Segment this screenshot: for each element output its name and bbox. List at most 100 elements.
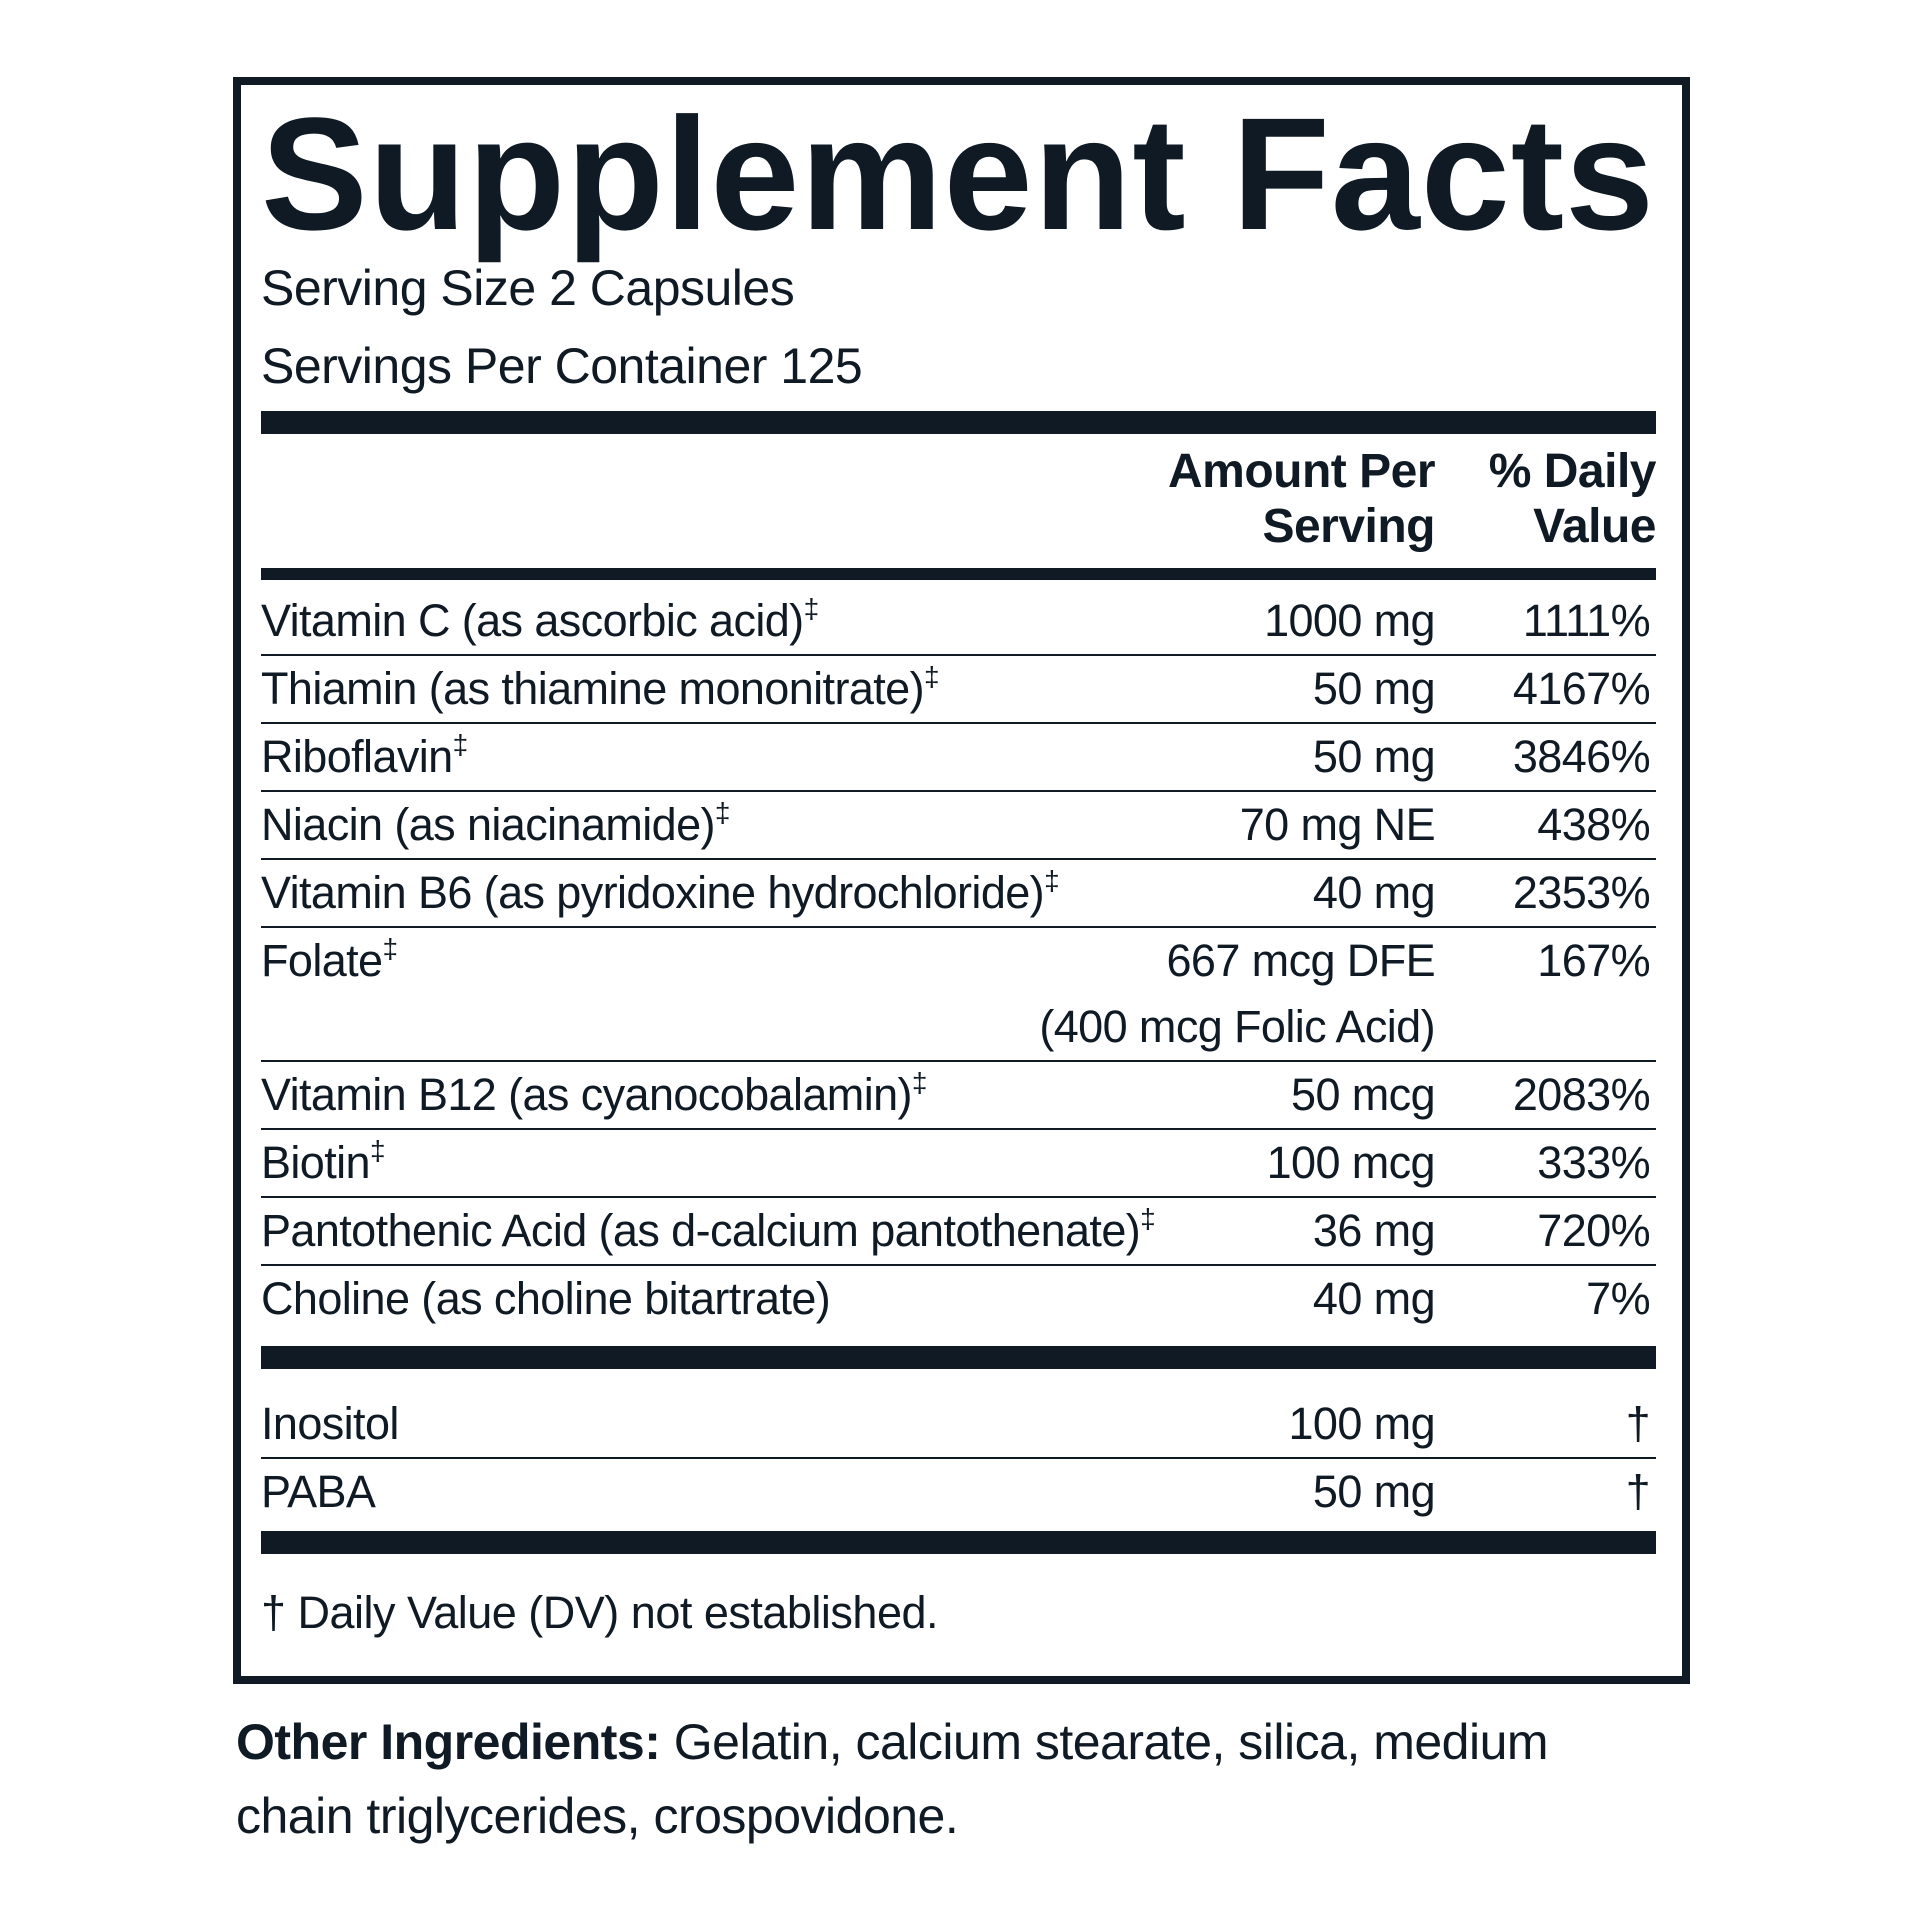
- daily-value: 2083%: [1512, 1069, 1651, 1120]
- header-amount: Amount Per Serving: [1167, 445, 1436, 553]
- nutrient-name: PABA: [261, 1466, 376, 1517]
- table-header: Amount Per Serving % Daily Value: [261, 434, 1657, 568]
- nutrient-row: Vitamin C (as ascorbic acid)‡ 1000 mg 1111…: [261, 588, 1656, 656]
- nutrient-name-cell: Vitamin C (as ascorbic acid)‡: [261, 588, 1264, 654]
- footnote-mark: ‡: [714, 797, 731, 828]
- amount: 36 mg: [1312, 1205, 1436, 1256]
- nutrient-name: Choline (as choline bitartrate): [261, 1273, 831, 1324]
- nutrient-name-cell: Vitamin B12 (as cyanocobalamin)‡: [261, 1062, 1291, 1128]
- amount: 50 mcg: [1291, 1069, 1436, 1120]
- serving-size: Serving Size 2 Capsules: [261, 260, 795, 316]
- amount-cell: 36 mg: [1312, 1198, 1436, 1264]
- nutrient-name-cell: Choline (as choline bitartrate): [261, 1266, 1313, 1332]
- divider: [261, 1346, 1656, 1369]
- amount: 667 mcg DFE: [1166, 935, 1436, 986]
- daily-value: 7%: [1586, 1273, 1650, 1324]
- nutrient-name: Vitamin B12 (as cyanocobalamin): [261, 1069, 913, 1120]
- amount: 50 mg: [1312, 1466, 1436, 1517]
- nutrient-row: Biotin‡ 100 mcg 333%: [261, 1130, 1656, 1198]
- nutrient-row: PABA 50 mg †: [261, 1459, 1656, 1525]
- amount-cell: 70 mg NE: [1239, 792, 1436, 858]
- other-ingredients: Other Ingredients: Gelatin, calcium stea…: [236, 1705, 1676, 1853]
- amount-cell: 100 mcg: [1266, 1130, 1436, 1196]
- nutrient-name-cell: Vitamin B6 (as pyridoxine hydrochloride)…: [261, 860, 1313, 926]
- amount-cell: 1000 mg: [1264, 588, 1436, 654]
- nutrient-row: Choline (as choline bitartrate) 40 mg 7%: [261, 1266, 1656, 1332]
- daily-value: 2353%: [1512, 867, 1651, 918]
- amount: 100 mcg: [1266, 1137, 1436, 1188]
- daily-value: 1111%: [1522, 595, 1651, 646]
- amount: 100 mg: [1288, 1398, 1436, 1449]
- nutrient-name: Vitamin B6 (as pyridoxine hydrochloride): [261, 867, 1045, 918]
- footnote-mark: ‡: [923, 661, 940, 692]
- nutrient-name-cell: Thiamin (as thiamine mononitrate)‡: [261, 656, 1313, 722]
- nutrient-name: Riboflavin: [261, 731, 453, 782]
- header-dv: % Daily Value: [1488, 445, 1657, 553]
- footnote-mark: ‡: [452, 729, 469, 760]
- nutrient-row: Inositol 100 mg †: [261, 1391, 1656, 1459]
- other-rows: Inositol 100 mg † PABA 50 mg †: [261, 1369, 1656, 1531]
- nutrient-name-cell: Niacin (as niacinamide)‡: [261, 792, 1240, 858]
- nutrient-row: Thiamin (as thiamine mononitrate)‡ 50 mg 4…: [261, 656, 1656, 724]
- nutrient-name: Thiamin (as thiamine mononitrate): [261, 663, 925, 714]
- nutrient-row: Vitamin B6 (as pyridoxine hydrochloride)…: [261, 860, 1656, 928]
- daily-value: †: [1625, 1466, 1651, 1517]
- amount-cell: 50 mcg: [1291, 1062, 1436, 1128]
- daily-value: 438%: [1537, 799, 1650, 850]
- nutrient-row: Vitamin B12 (as cyanocobalamin)‡ 50 mcg 20…: [261, 1062, 1656, 1130]
- nutrient-row: Pantothenic Acid (as d-calcium pantothen…: [261, 1198, 1656, 1266]
- daily-value: 167%: [1537, 935, 1650, 986]
- nutrient-name: Biotin: [261, 1137, 371, 1188]
- amount: 40 mg: [1312, 867, 1436, 918]
- divider: [261, 568, 1656, 580]
- daily-value: 3846%: [1512, 731, 1651, 782]
- nutrient-name-cell: Riboflavin‡: [261, 724, 1313, 790]
- footnote-mark: ‡: [1044, 865, 1060, 896]
- nutrient-name-cell: PABA: [261, 1459, 1313, 1525]
- nutrient-name-cell: Biotin‡: [261, 1130, 1267, 1196]
- servings-per-container: Servings Per Container 125: [261, 338, 863, 394]
- daily-value: 333%: [1537, 1137, 1650, 1188]
- footnote-mark: ‡: [369, 1135, 386, 1166]
- amount-cell: 40 mg: [1312, 860, 1436, 926]
- amount: 50 mg: [1312, 731, 1436, 782]
- amount-cell: 667 mcg DFE (400 mcg Folic Acid): [1039, 928, 1435, 1060]
- footnote-mark: ‡: [1140, 1203, 1156, 1234]
- nutrient-name: Folate: [261, 935, 383, 986]
- nutrient-rows: Vitamin C (as ascorbic acid)‡ 1000 mg 1111…: [261, 580, 1656, 1346]
- divider: [261, 411, 1656, 434]
- nutrient-name-cell: Pantothenic Acid (as d-calcium pantothen…: [261, 1198, 1313, 1264]
- title: Supplement Facts: [261, 84, 1656, 263]
- amount-cell: 50 mg: [1312, 656, 1436, 722]
- divider: [261, 1531, 1656, 1554]
- other-ingredients-text: Gelatin, calcium stearate, silica, mediu…: [236, 1714, 1549, 1844]
- nutrient-name-cell: Folate‡: [261, 928, 1039, 1060]
- amount-cell: 50 mg: [1312, 1459, 1436, 1525]
- footnote-mark: ‡: [911, 1067, 928, 1098]
- daily-value: 720%: [1537, 1205, 1650, 1256]
- footnote-mark: ‡: [803, 593, 820, 624]
- nutrient-name: Vitamin C (as ascorbic acid): [261, 595, 804, 646]
- amount-cell: 40 mg: [1312, 1266, 1436, 1332]
- nutrient-name: Niacin (as niacinamide): [261, 799, 715, 850]
- amount: 40 mg: [1312, 1273, 1436, 1324]
- amount: 50 mg: [1312, 663, 1436, 714]
- amount-note: (400 mcg Folic Acid): [1039, 1001, 1435, 1052]
- amount: 70 mg NE: [1239, 799, 1436, 850]
- nutrient-name: Pantothenic Acid (as d-calcium pantothen…: [261, 1205, 1141, 1256]
- footnote-mark: ‡: [382, 933, 398, 964]
- nutrient-row: Niacin (as niacinamide)‡ 70 mg NE 438%: [261, 792, 1656, 860]
- other-ingredients-label: Other Ingredients:: [236, 1714, 661, 1770]
- nutrient-name-cell: Inositol: [261, 1391, 1289, 1457]
- supplement-facts-panel: Supplement Facts Serving Size 2 Capsules…: [233, 77, 1690, 1684]
- amount: 1000 mg: [1264, 595, 1436, 646]
- amount-cell: 100 mg: [1289, 1391, 1436, 1457]
- amount-cell: 50 mg: [1312, 724, 1436, 790]
- daily-value: 4167%: [1512, 663, 1651, 714]
- nutrient-row: Riboflavin‡ 50 mg 3846%: [261, 724, 1656, 792]
- nutrient-name: Inositol: [261, 1398, 399, 1449]
- footnote: † Daily Value (DV) not established.: [261, 1587, 939, 1638]
- daily-value: †: [1625, 1398, 1651, 1449]
- nutrient-row: Folate‡ 667 mcg DFE (400 mcg Folic Acid) 16…: [261, 928, 1656, 1062]
